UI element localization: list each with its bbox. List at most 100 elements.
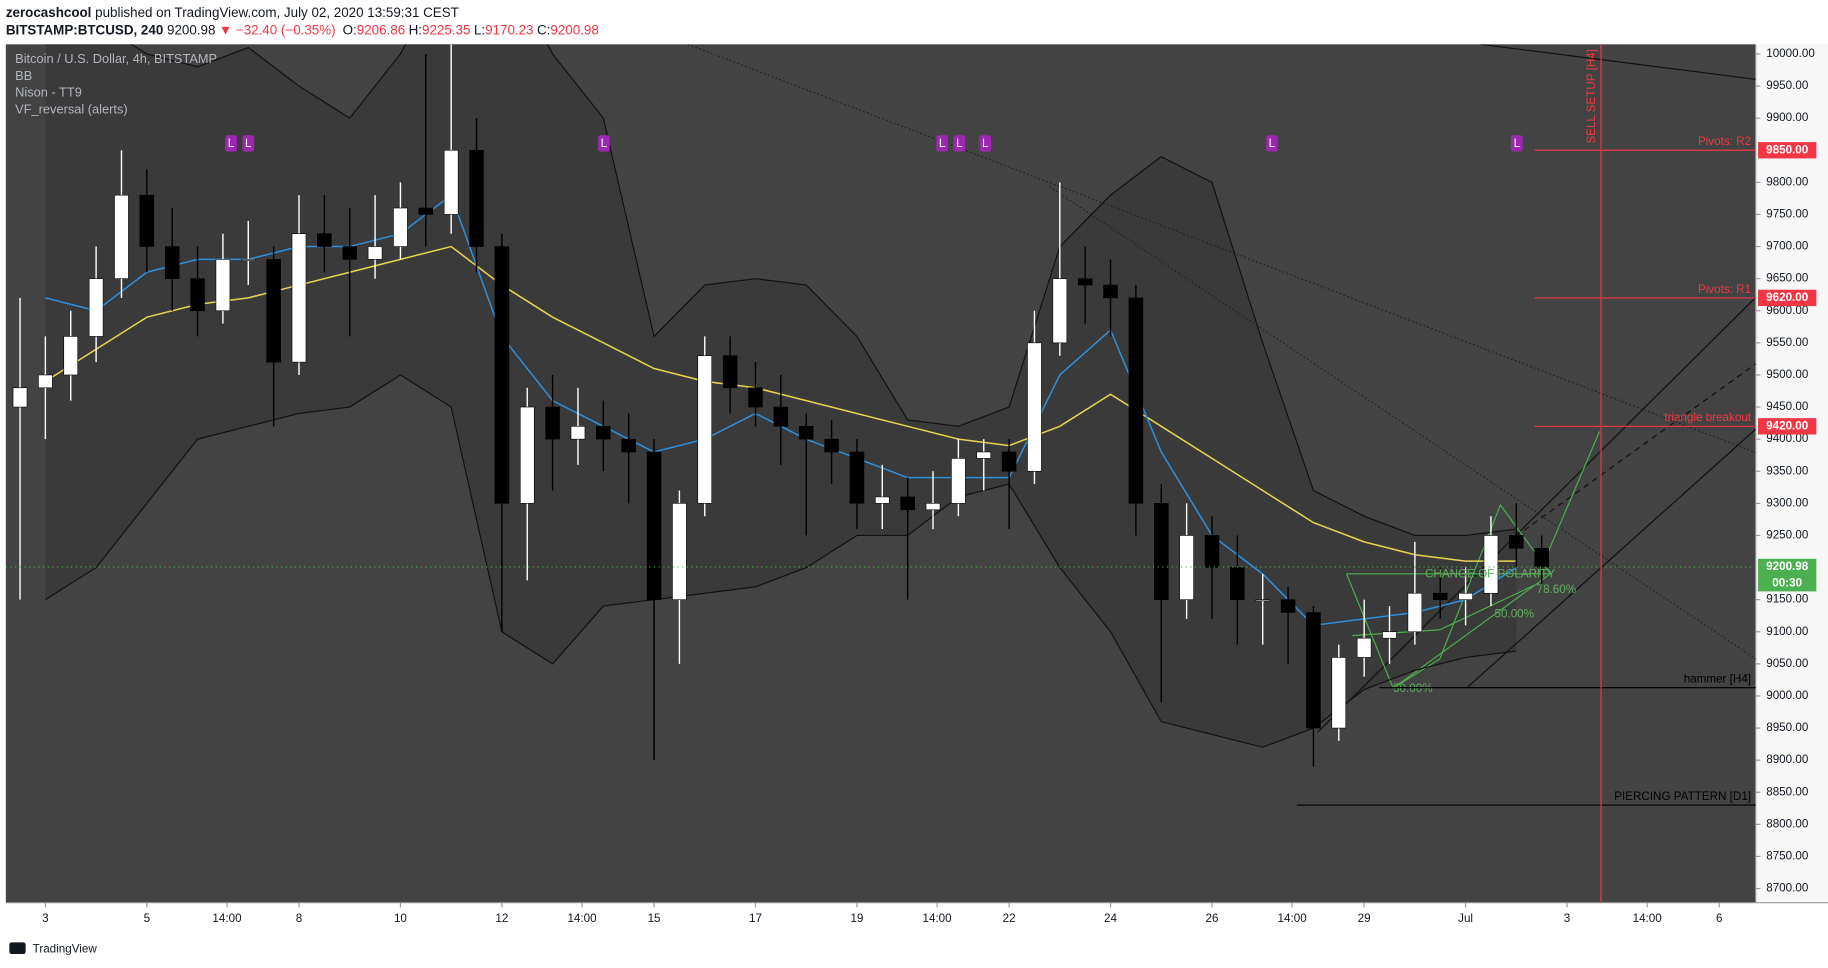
y-tick-label: 9950.00	[1766, 79, 1809, 92]
candle-body	[697, 355, 713, 504]
candle-body	[1509, 535, 1524, 549]
candle-body	[164, 246, 180, 279]
candle-body	[114, 194, 129, 279]
candle-body	[1077, 278, 1093, 286]
signal-label: L	[1514, 137, 1521, 150]
x-tick-label: 14:00	[567, 912, 597, 925]
x-tick-label: 14:00	[1278, 912, 1308, 925]
candle-body	[646, 451, 662, 600]
y-tick-label: 9050.00	[1766, 657, 1809, 670]
x-tick-label: 14:00	[212, 912, 242, 925]
legend-item: BB	[15, 68, 32, 83]
candle-body	[976, 451, 992, 459]
x-tick-label: 6	[1716, 912, 1722, 925]
candle-body	[1204, 535, 1220, 568]
ohlc: O:9206.86 H:9225.35 L:9170.23 C:9200.98	[343, 22, 599, 37]
candle-body	[88, 278, 104, 337]
x-tick-label: 10	[394, 912, 407, 925]
candle-body	[443, 149, 459, 215]
candle-body	[925, 503, 941, 511]
ohlc-label: L:	[474, 22, 485, 37]
last-price-label: 9200.98	[1766, 560, 1809, 573]
candle-body	[367, 246, 383, 260]
change: ▼ −32.40 (−0.35%)	[219, 22, 336, 37]
trendline	[1480, 44, 1756, 80]
level-text: triangle breakout	[1664, 411, 1752, 424]
candle-body	[139, 194, 155, 247]
x-tick-label: 15	[648, 912, 661, 925]
y-tick-label: 9300.00	[1766, 496, 1809, 509]
x-tick-label: 3	[1564, 912, 1570, 925]
price-box	[1758, 142, 1817, 159]
candle-body	[672, 503, 687, 600]
y-tick-label: 9750.00	[1766, 208, 1809, 221]
candle-body	[621, 438, 636, 453]
signal-marker	[1266, 135, 1278, 152]
signal-label: L	[601, 137, 608, 150]
level-text: PIERCING PATTERN [D1]	[1614, 790, 1751, 803]
y-tick-label: 9250.00	[1766, 529, 1809, 542]
price-axis	[1755, 44, 1828, 903]
signal-marker	[936, 135, 948, 152]
y-tick-label: 9150.00	[1766, 593, 1809, 606]
pattern-line	[1345, 503, 1552, 689]
last-price-box	[1758, 558, 1817, 592]
symbol: BITSTAMP:BTCUSD, 240	[6, 22, 163, 37]
signal-marker	[242, 135, 255, 152]
pattern-line	[1352, 582, 1540, 637]
countdown: 00:30	[1772, 576, 1802, 589]
x-tick-label: 14:00	[1633, 912, 1663, 925]
bb-line	[45, 374, 1517, 748]
y-tick-label: 9650.00	[1766, 272, 1809, 285]
candle-body	[798, 426, 814, 440]
signal-label: L	[939, 137, 946, 150]
signal-label: L	[982, 137, 989, 150]
x-tick-label: 22	[1003, 912, 1016, 925]
candle-body	[545, 406, 560, 440]
x-tick-label: 26	[1206, 912, 1219, 925]
candle-body	[418, 207, 434, 215]
x-tick-label: 3	[42, 912, 48, 925]
y-tick-label: 9800.00	[1766, 175, 1809, 188]
y-tick-label: 8800.00	[1766, 817, 1809, 830]
candle-body	[12, 387, 28, 408]
y-tick-label: 9450.00	[1766, 400, 1809, 413]
candle-body	[1280, 599, 1296, 613]
header-line: zerocashcool published on TradingView.co…	[6, 4, 459, 19]
candle-body	[317, 233, 332, 247]
y-tick-label: 9700.00	[1766, 240, 1809, 253]
signal-label: L	[245, 137, 252, 150]
candle-body	[722, 355, 738, 389]
candle-body	[342, 246, 357, 260]
candle-body	[1103, 284, 1118, 299]
candle-body	[494, 246, 510, 504]
legend-item: VF_reversal (alerts)	[15, 102, 127, 117]
candle-body	[1534, 548, 1549, 568]
projection-line	[1538, 431, 1601, 575]
ohlc-value: 9225.35	[422, 22, 470, 37]
y-tick-label: 9350.00	[1766, 464, 1809, 477]
candle-body	[875, 496, 890, 504]
y-tick-label: 8700.00	[1766, 882, 1809, 895]
x-tick-label: Jul	[1458, 912, 1473, 925]
ohlc-value: 9170.23	[485, 22, 533, 37]
candle-body	[1306, 612, 1321, 729]
candle-body	[900, 496, 915, 511]
candle-body	[596, 426, 611, 440]
annotation: CHANGE OF POLARITY	[1425, 568, 1555, 581]
published: published on TradingView.com, July 02, 2…	[95, 4, 459, 19]
annotation: 50.00%	[1495, 608, 1535, 621]
signal-marker	[1510, 135, 1523, 152]
trendline	[687, 44, 1756, 454]
y-tick-label: 9500.00	[1766, 368, 1809, 381]
candle-body	[38, 374, 53, 389]
y-tick-label: 10000.00	[1766, 47, 1815, 60]
candle-body	[951, 458, 966, 504]
signal-marker	[953, 135, 966, 152]
y-tick-label: 8950.00	[1766, 721, 1809, 734]
candle-body	[748, 387, 763, 408]
candle-body	[266, 259, 281, 363]
vertical-line-text: SELL SETUP [H4]	[1585, 49, 1598, 144]
